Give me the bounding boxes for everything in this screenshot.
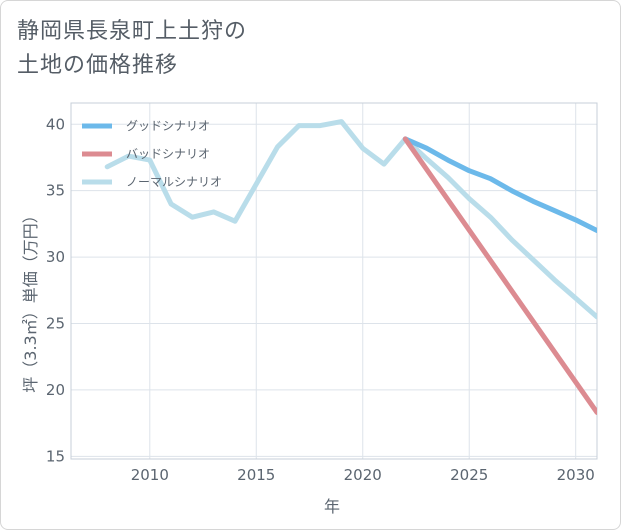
chart-title-line-2: 土地の価格推移	[17, 53, 179, 78]
y-tick-label-15: 15	[46, 447, 65, 465]
series-line-1	[402, 136, 597, 415]
legend-label-2: ノーマルシナリオ	[126, 175, 222, 189]
x-tick-label-2020: 2020	[344, 466, 382, 484]
y-tick-label-20: 20	[46, 381, 65, 399]
series-lines	[104, 119, 597, 415]
y-tick-label-35: 35	[46, 182, 65, 200]
chart-title-line-1: 静岡県長泉町上土狩の	[17, 19, 248, 44]
x-tick-label-2025: 2025	[450, 466, 488, 484]
x-tick-label-2010: 2010	[131, 466, 169, 484]
y-axis-label: 坪（3.3㎡）単価（万円）	[21, 207, 40, 392]
y-tick-label-30: 30	[46, 248, 65, 266]
x-axis-label: 年	[324, 497, 340, 516]
series-line-2	[104, 119, 597, 320]
y-tick-label-25: 25	[46, 315, 65, 333]
y-tick-label-40: 40	[46, 115, 65, 133]
chart-title: 静岡県長泉町上土狩の 土地の価格推移	[17, 15, 247, 83]
legend-label-1: バッドシナリオ	[126, 147, 210, 161]
series-line-0	[402, 136, 597, 233]
legend-label-0: グッドシナリオ	[126, 119, 210, 133]
x-tick-label-2015: 2015	[237, 466, 275, 484]
plot-frame	[70, 102, 598, 460]
x-tick-label-2030: 2030	[557, 466, 595, 484]
